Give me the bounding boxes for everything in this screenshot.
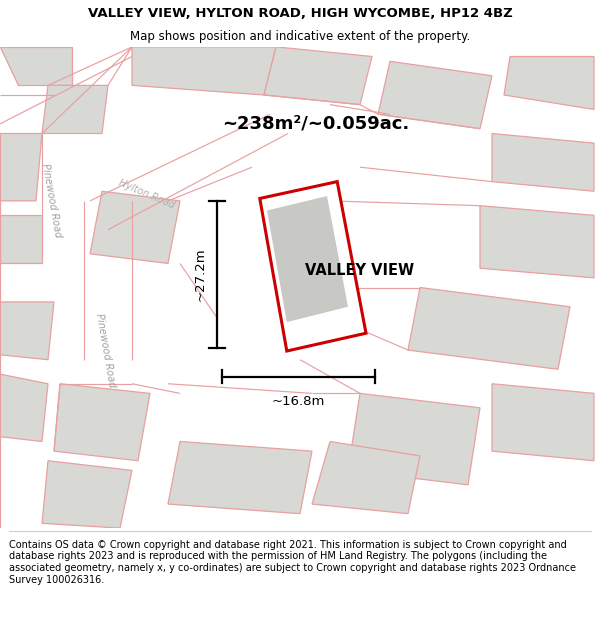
Polygon shape xyxy=(168,441,312,514)
Polygon shape xyxy=(348,393,480,485)
Text: Map shows position and indicative extent of the property.: Map shows position and indicative extent… xyxy=(130,30,470,43)
Polygon shape xyxy=(260,182,366,351)
Text: Hylton Road: Hylton Road xyxy=(118,177,176,210)
Polygon shape xyxy=(492,384,594,461)
Polygon shape xyxy=(0,215,42,264)
Text: Pinewood Road: Pinewood Road xyxy=(94,312,116,388)
Text: ~16.8m: ~16.8m xyxy=(272,395,325,408)
Polygon shape xyxy=(312,441,420,514)
Polygon shape xyxy=(492,134,594,191)
Polygon shape xyxy=(264,47,372,104)
Polygon shape xyxy=(0,302,54,359)
Polygon shape xyxy=(42,86,108,134)
Polygon shape xyxy=(42,461,132,528)
Text: Pinewood Road: Pinewood Road xyxy=(40,163,62,239)
Text: VALLEY VIEW: VALLEY VIEW xyxy=(305,263,415,278)
Polygon shape xyxy=(408,288,570,369)
Text: VALLEY VIEW, HYLTON ROAD, HIGH WYCOMBE, HP12 4BZ: VALLEY VIEW, HYLTON ROAD, HIGH WYCOMBE, … xyxy=(88,7,512,19)
Polygon shape xyxy=(267,196,348,322)
Polygon shape xyxy=(480,206,594,278)
Polygon shape xyxy=(54,384,150,461)
Polygon shape xyxy=(0,47,72,86)
Text: ~27.2m: ~27.2m xyxy=(193,248,206,301)
Text: Contains OS data © Crown copyright and database right 2021. This information is : Contains OS data © Crown copyright and d… xyxy=(9,540,576,584)
Polygon shape xyxy=(90,191,180,264)
Polygon shape xyxy=(0,134,42,201)
Polygon shape xyxy=(504,56,594,109)
Polygon shape xyxy=(378,61,492,129)
Polygon shape xyxy=(0,374,48,441)
Polygon shape xyxy=(132,47,276,95)
Text: ~238m²/~0.059ac.: ~238m²/~0.059ac. xyxy=(222,115,409,133)
